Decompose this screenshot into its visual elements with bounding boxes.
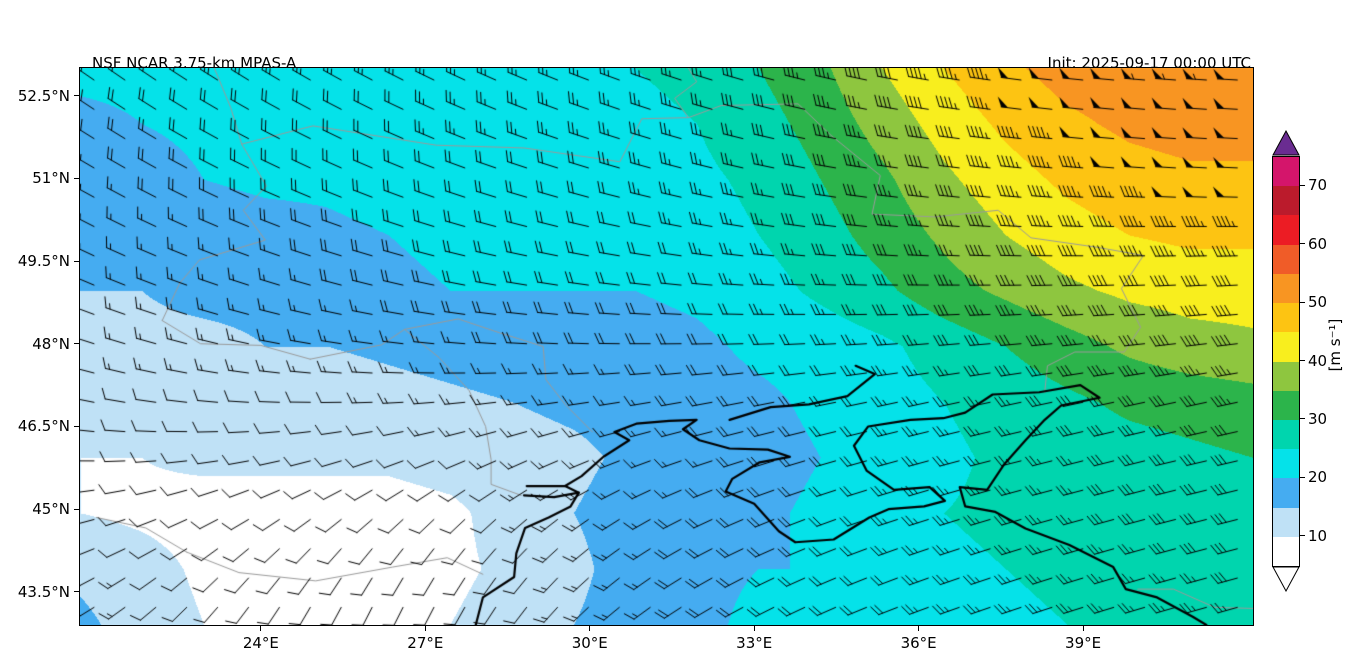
x-tick-mark	[260, 626, 262, 631]
colorbar-tick-label: 60	[1308, 234, 1328, 253]
colorbar-tick-mark	[1300, 535, 1305, 537]
colorbar-tick-mark	[1300, 476, 1305, 478]
colorbar-arrow-bottom	[1272, 566, 1300, 592]
colorbar-band	[1273, 507, 1299, 537]
colorbar-arrow-top-shape	[1272, 130, 1300, 156]
colorbar-band	[1273, 478, 1299, 508]
x-tick-mark	[424, 626, 426, 631]
colorbar-tick-mark	[1300, 360, 1305, 361]
colorbar-tick-mark	[1300, 418, 1305, 420]
colorbar-band	[1273, 303, 1299, 333]
colorbar	[1272, 156, 1300, 567]
colorbar-tick-mark	[1300, 243, 1305, 245]
colorbar-band	[1273, 273, 1299, 304]
colorbar-arrow-bottom-shape	[1272, 566, 1300, 592]
y-tick-label: 48°N	[32, 334, 70, 353]
y-tick-label: 52.5°N	[17, 86, 70, 105]
x-tick-label: 24°E	[242, 634, 279, 652]
colorbar-tick-label: 70	[1308, 176, 1328, 195]
y-tick-label: 45°N	[32, 500, 70, 519]
map-area	[79, 67, 1254, 626]
colorbar-tick-label: 40	[1308, 351, 1328, 370]
colorbar-tick-label: 20	[1308, 468, 1328, 487]
y-tick-mark	[74, 508, 79, 510]
wind-field-canvas	[80, 68, 1253, 625]
colorbar-tick-mark	[1300, 184, 1305, 186]
x-tick-label: 39°E	[1065, 634, 1102, 652]
colorbar-tick-label: 50	[1308, 293, 1328, 312]
x-tick-label: 30°E	[571, 634, 608, 652]
x-tick-mark	[753, 626, 755, 631]
x-tick-label: 27°E	[407, 634, 444, 652]
y-tick-mark	[74, 95, 79, 97]
colorbar-band	[1273, 215, 1299, 245]
y-tick-label: 49.5°N	[17, 252, 70, 271]
y-tick-mark	[74, 260, 79, 262]
y-tick-mark	[74, 425, 79, 427]
colorbar-band	[1273, 157, 1299, 187]
y-tick-label: 46.5°N	[17, 417, 70, 436]
y-tick-label: 51°N	[32, 169, 70, 188]
x-tick-mark	[918, 626, 920, 631]
x-tick-mark	[1082, 626, 1084, 631]
colorbar-band	[1273, 449, 1299, 479]
x-tick-label: 33°E	[736, 634, 773, 652]
colorbar-band	[1273, 536, 1299, 567]
y-tick-mark	[74, 343, 79, 345]
colorbar-arrow-top	[1272, 130, 1300, 156]
colorbar-unit-label: [m s⁻¹]	[1326, 318, 1344, 372]
y-tick-mark	[74, 177, 79, 179]
colorbar-tick-mark	[1300, 301, 1305, 303]
colorbar-tick-label: 30	[1308, 409, 1328, 428]
x-tick-mark	[589, 626, 591, 631]
colorbar-band	[1273, 390, 1299, 420]
colorbar-band	[1273, 419, 1299, 450]
colorbar-band	[1273, 186, 1299, 216]
colorbar-band	[1273, 361, 1299, 391]
y-tick-label: 43.5°N	[17, 582, 70, 601]
colorbar-band	[1273, 244, 1299, 274]
x-tick-label: 36°E	[900, 634, 937, 652]
y-tick-mark	[74, 591, 79, 593]
colorbar-band	[1273, 332, 1299, 362]
colorbar-tick-label: 10	[1308, 526, 1328, 545]
